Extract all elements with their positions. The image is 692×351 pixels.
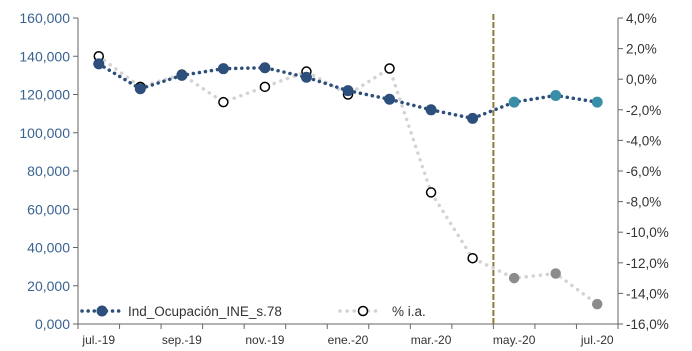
- ind-series-point: [259, 62, 271, 74]
- ind-series-point: [508, 96, 520, 108]
- ind-series-point: [384, 93, 396, 105]
- right-tick-label: 0,0%: [626, 72, 657, 87]
- x-tick-label: ene.-20: [328, 333, 369, 347]
- right-tick-label: 2,0%: [626, 42, 657, 57]
- left-tick-label: 40,000: [27, 240, 70, 256]
- left-tick-label: 160,000: [19, 10, 70, 26]
- pct-series-point: [550, 268, 561, 279]
- right-tick-label: 4,0%: [626, 11, 657, 26]
- ind-series-point: [591, 96, 603, 108]
- legend: Ind_Ocupación_INE_s.78 % i.a.: [80, 304, 426, 319]
- pct-series-point: [467, 252, 478, 264]
- ind-series-point: [467, 112, 479, 124]
- series-ind-ocupacion: [93, 58, 603, 124]
- ind-series-point: [93, 58, 105, 70]
- ind-series-point: [176, 69, 188, 81]
- legend-ind-marker: [96, 305, 108, 317]
- x-tick-label: jul.-20: [580, 333, 614, 347]
- axes: [77, 18, 619, 325]
- x-tick-label: sep.-19: [162, 333, 202, 347]
- legend-ind-label: Ind_Ocupación_INE_s.78: [128, 304, 282, 319]
- pct-series-point: [384, 63, 395, 74]
- pct-series-point: [425, 187, 437, 198]
- left-tick-label: 80,000: [27, 163, 70, 179]
- right-tick-label: -8,0%: [626, 195, 661, 210]
- pct-series-point: [508, 272, 520, 284]
- legend-pct-marker: [357, 305, 369, 317]
- right-tick-label: -4,0%: [626, 133, 661, 148]
- left-tick-label: 120,000: [19, 87, 70, 103]
- left-tick-label: 140,000: [19, 48, 70, 64]
- x-tick-label: may.-20: [493, 333, 536, 347]
- left-axis-ticks: 0,000 20,000 40,000 60,000 80,000 100,000 120,…: [19, 10, 78, 332]
- x-tick-label: jul.-19: [81, 333, 115, 347]
- right-tick-label: -14,0%: [626, 286, 669, 301]
- left-tick-label: 0,000: [35, 316, 70, 332]
- x-tick-label: nov.-19: [245, 333, 284, 347]
- left-tick-label: 20,000: [27, 278, 70, 294]
- pct-series-point: [591, 298, 603, 310]
- ind-series-point: [550, 89, 562, 101]
- pct-series-point: [218, 96, 229, 108]
- right-axis-ticks: 4,0% 2,0% 0,0% -2,0% -4,0% -6,0% -8,0% -10,0% -1…: [618, 11, 669, 332]
- right-tick-label: -12,0%: [626, 256, 669, 271]
- ind-series-point: [425, 104, 437, 116]
- right-tick-label: -2,0%: [626, 103, 661, 118]
- right-tick-label: -16,0%: [626, 317, 669, 332]
- ind-series-point: [217, 63, 229, 75]
- pct-series-point: [259, 81, 271, 93]
- left-tick-label: 100,000: [19, 125, 70, 141]
- left-tick-label: 60,000: [27, 201, 70, 217]
- ind-series-point: [300, 71, 312, 83]
- right-tick-label: -10,0%: [626, 225, 669, 240]
- ind-series-point: [342, 85, 354, 97]
- ind-series-point: [134, 83, 146, 95]
- x-axis-ticks: jul.-19 sep.-19 nov.-19 ene.-20 mar.-20 may.-…: [77, 324, 619, 347]
- right-tick-label: -6,0%: [626, 164, 661, 179]
- legend-pct-label: % i.a.: [392, 304, 426, 319]
- x-tick-label: mar.-20: [411, 333, 452, 347]
